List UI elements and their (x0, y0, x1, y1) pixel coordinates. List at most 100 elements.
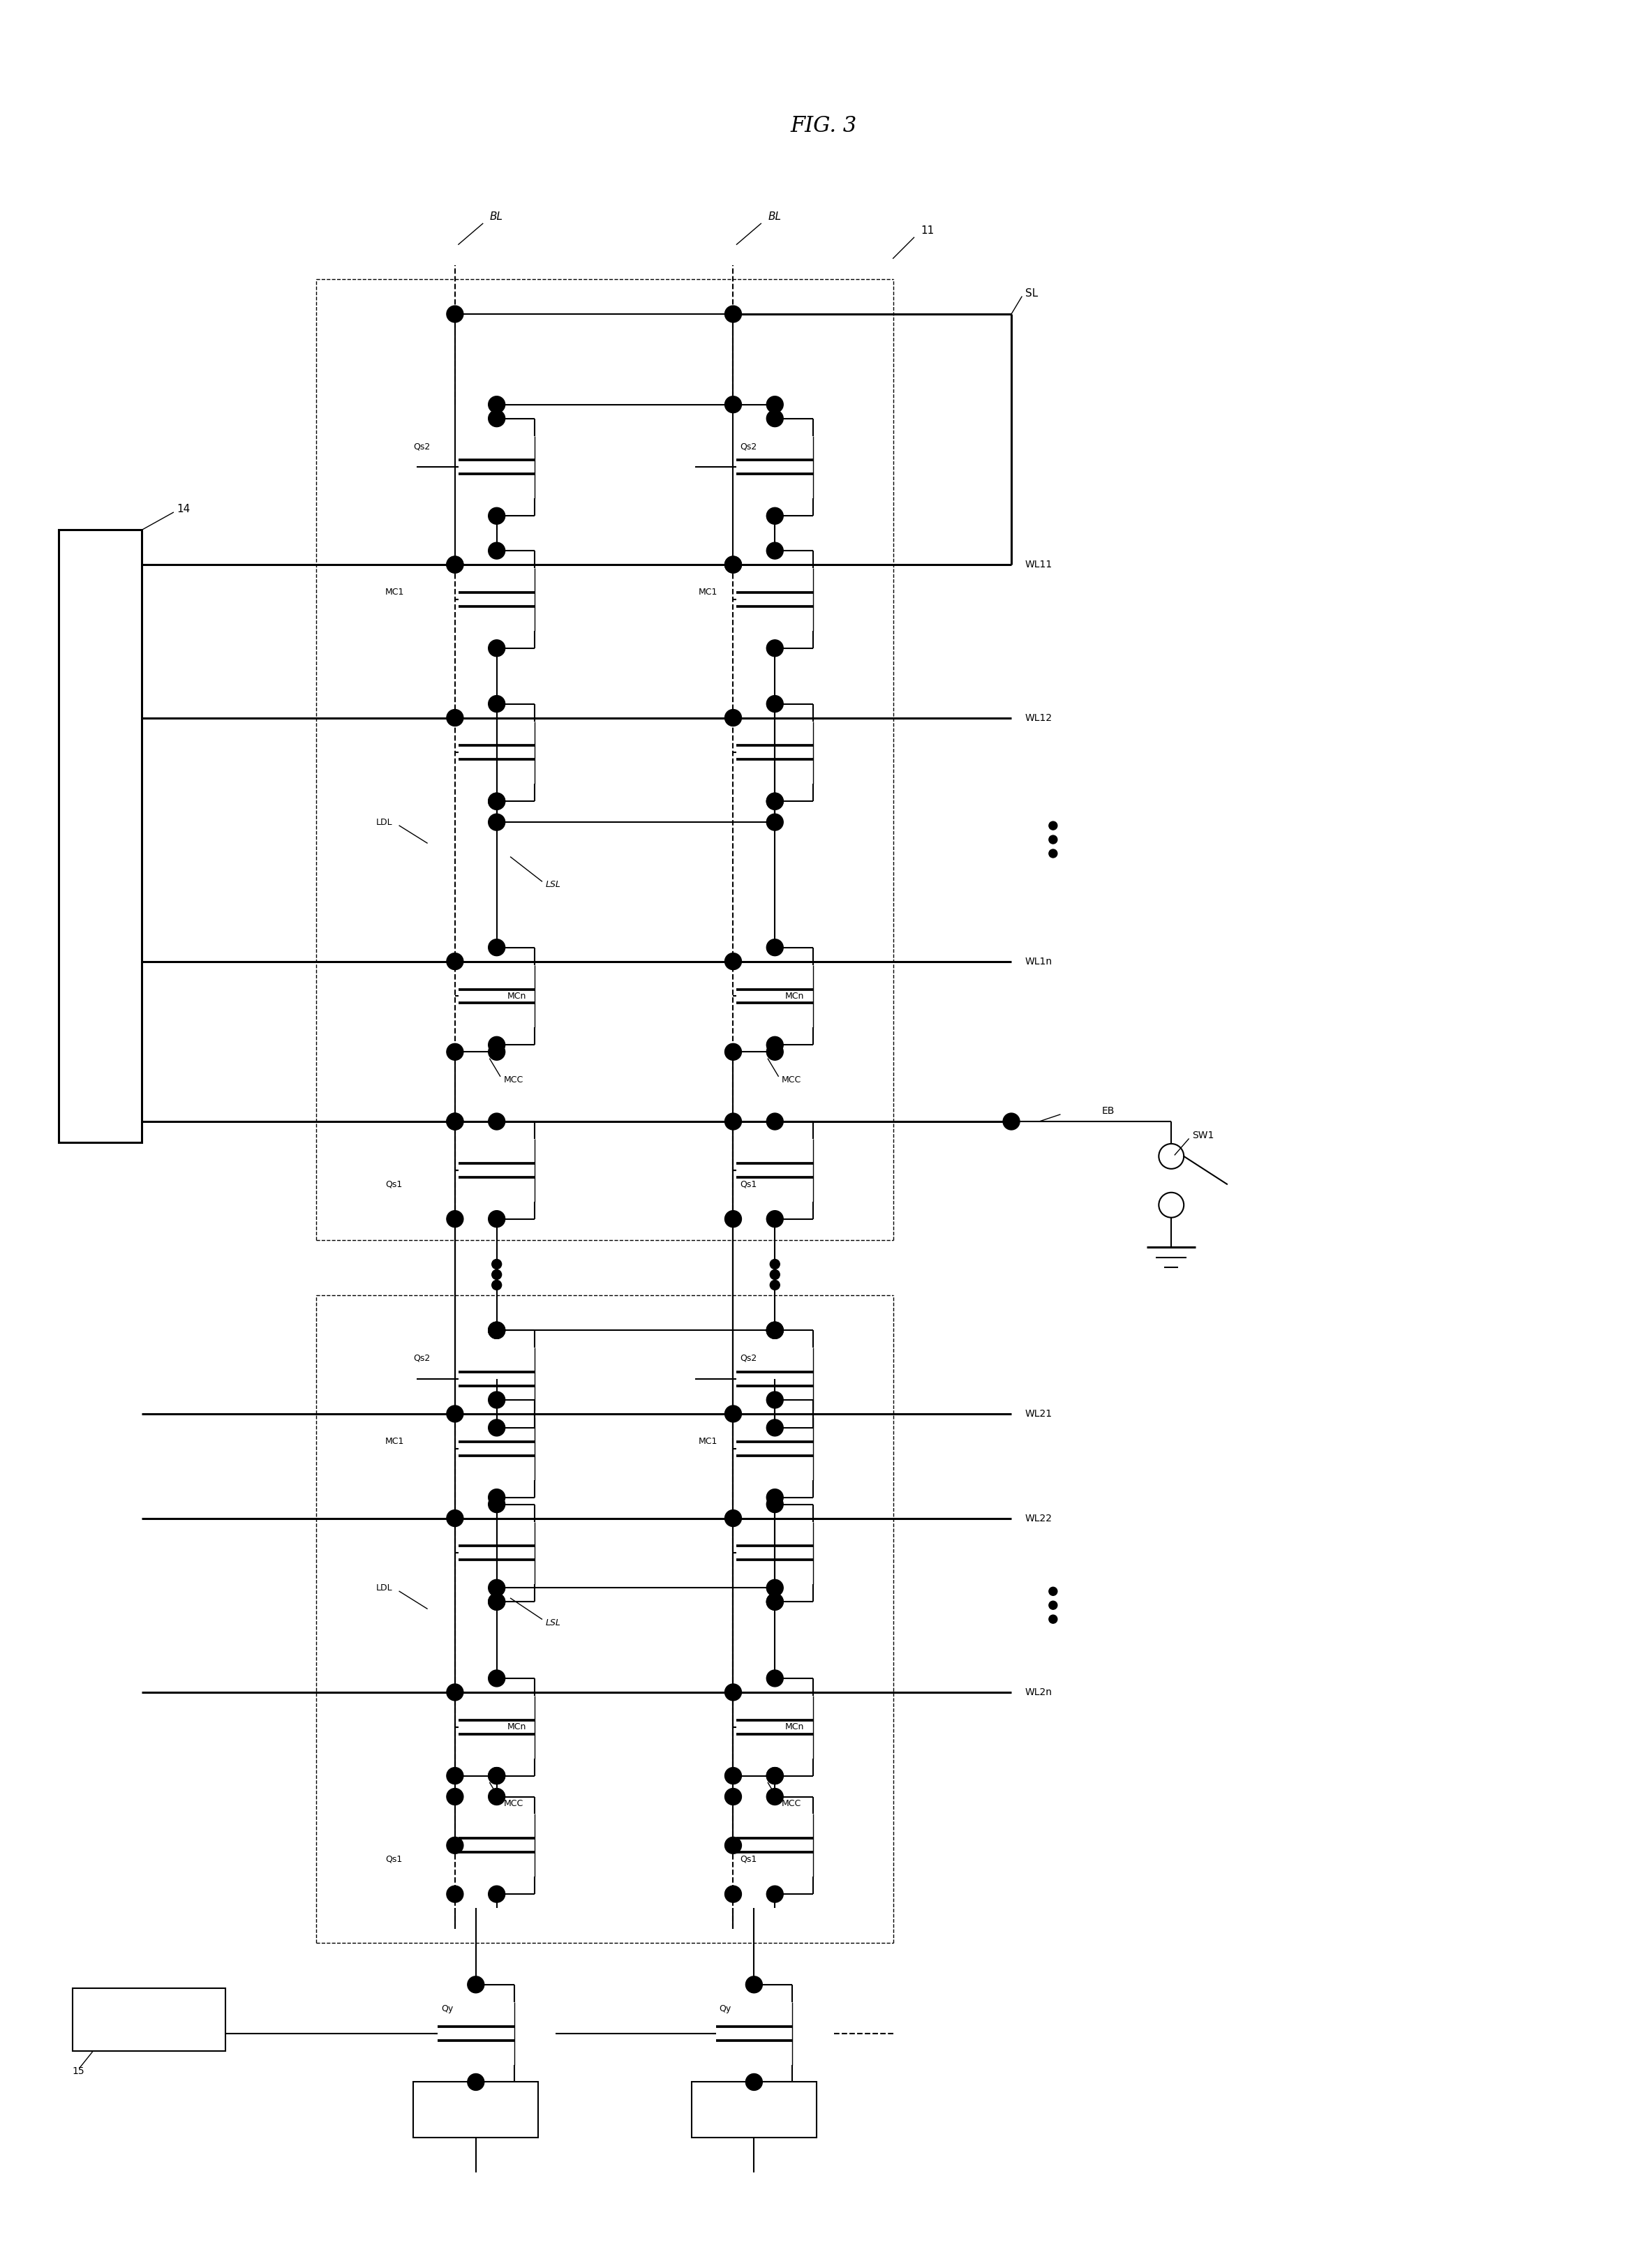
Circle shape (767, 507, 783, 525)
Circle shape (767, 1112, 783, 1131)
Circle shape (767, 793, 783, 811)
Circle shape (1049, 835, 1057, 844)
Circle shape (767, 939, 783, 955)
Circle shape (767, 1322, 783, 1338)
Text: Qy: Qy (441, 2004, 453, 2013)
Circle shape (767, 1212, 783, 1227)
Circle shape (767, 813, 783, 831)
Bar (58, 529, 142, 1142)
Circle shape (489, 1768, 506, 1784)
Circle shape (446, 709, 463, 725)
Circle shape (725, 556, 742, 572)
Text: WL21: WL21 (1026, 1410, 1052, 1419)
Circle shape (446, 1684, 463, 1700)
Circle shape (446, 1112, 463, 1131)
Circle shape (725, 1112, 742, 1131)
Text: SL: SL (1026, 288, 1037, 300)
Text: MCn: MCn (507, 1723, 527, 1732)
Text: MCn: MCn (785, 991, 805, 1000)
Circle shape (725, 1788, 742, 1806)
Circle shape (446, 1405, 463, 1423)
Text: MCn: MCn (507, 991, 527, 1000)
Circle shape (767, 1322, 783, 1338)
Circle shape (767, 543, 783, 558)
Circle shape (1049, 1615, 1057, 1624)
Text: EB: EB (1102, 1106, 1115, 1117)
Text: X-DEC: X-DEC (96, 820, 106, 854)
Circle shape (767, 1495, 783, 1513)
Circle shape (489, 696, 506, 712)
Circle shape (489, 1112, 506, 1131)
Circle shape (745, 1977, 762, 1993)
Circle shape (446, 1212, 463, 1227)
Circle shape (489, 543, 506, 558)
Circle shape (446, 556, 463, 572)
Circle shape (725, 1684, 742, 1700)
Text: MC1: MC1 (699, 588, 717, 597)
Text: WL12: WL12 (1026, 714, 1052, 723)
Text: Y-DEC: Y-DEC (135, 2016, 164, 2025)
Circle shape (446, 306, 463, 322)
Circle shape (489, 396, 506, 412)
Text: BL: BL (768, 212, 781, 223)
Text: Qs1: Qs1 (740, 1856, 757, 1865)
Circle shape (767, 396, 783, 412)
Circle shape (725, 1838, 742, 1853)
Circle shape (489, 1671, 506, 1687)
Text: 11: 11 (920, 225, 935, 236)
Circle shape (725, 306, 742, 322)
Text: LDL: LDL (377, 817, 393, 826)
Text: 14: 14 (177, 504, 190, 513)
Circle shape (770, 1259, 780, 1270)
Circle shape (767, 1768, 783, 1784)
Circle shape (767, 1671, 783, 1687)
Text: Qs2: Qs2 (740, 1353, 757, 1362)
Circle shape (725, 709, 742, 725)
Circle shape (489, 939, 506, 955)
Circle shape (725, 953, 742, 971)
Circle shape (446, 1112, 463, 1131)
Circle shape (446, 1043, 463, 1061)
Circle shape (492, 1259, 502, 1270)
Text: MCn: MCn (785, 1723, 805, 1732)
Bar (73, 1989, 225, 2052)
Text: MCC: MCC (781, 1074, 801, 1083)
Text: Qs2: Qs2 (413, 441, 430, 450)
Circle shape (489, 1594, 506, 1610)
Text: MC1: MC1 (699, 1437, 717, 1446)
Circle shape (489, 1768, 506, 1784)
Circle shape (725, 1768, 742, 1784)
Text: MCC: MCC (781, 1799, 801, 1808)
Text: SW1: SW1 (1193, 1131, 1214, 1140)
Circle shape (767, 793, 783, 811)
Circle shape (489, 813, 506, 831)
Circle shape (770, 1279, 780, 1290)
Text: WL22: WL22 (1026, 1513, 1052, 1522)
Circle shape (770, 1270, 780, 1279)
Circle shape (725, 1405, 742, 1423)
Circle shape (767, 1885, 783, 1903)
Circle shape (489, 1322, 506, 1338)
Text: WL1n: WL1n (1026, 957, 1052, 966)
Circle shape (725, 1043, 742, 1061)
Circle shape (767, 1594, 783, 1610)
Circle shape (767, 410, 783, 428)
Circle shape (767, 1392, 783, 1408)
Circle shape (446, 953, 463, 971)
Bar (692, 2083, 816, 2137)
Circle shape (446, 1509, 463, 1527)
Circle shape (489, 640, 506, 658)
Circle shape (489, 1322, 506, 1338)
Text: Qs2: Qs2 (413, 1353, 430, 1362)
Circle shape (767, 696, 783, 712)
Circle shape (489, 1322, 506, 1338)
Circle shape (767, 1768, 783, 1784)
Circle shape (446, 556, 463, 572)
Circle shape (489, 793, 506, 811)
Circle shape (745, 2074, 762, 2090)
Circle shape (1003, 1112, 1019, 1131)
Text: LDL: LDL (377, 1583, 393, 1592)
Text: BL: BL (489, 212, 502, 223)
Text: Qs1: Qs1 (385, 1856, 403, 1865)
Circle shape (489, 1043, 506, 1061)
